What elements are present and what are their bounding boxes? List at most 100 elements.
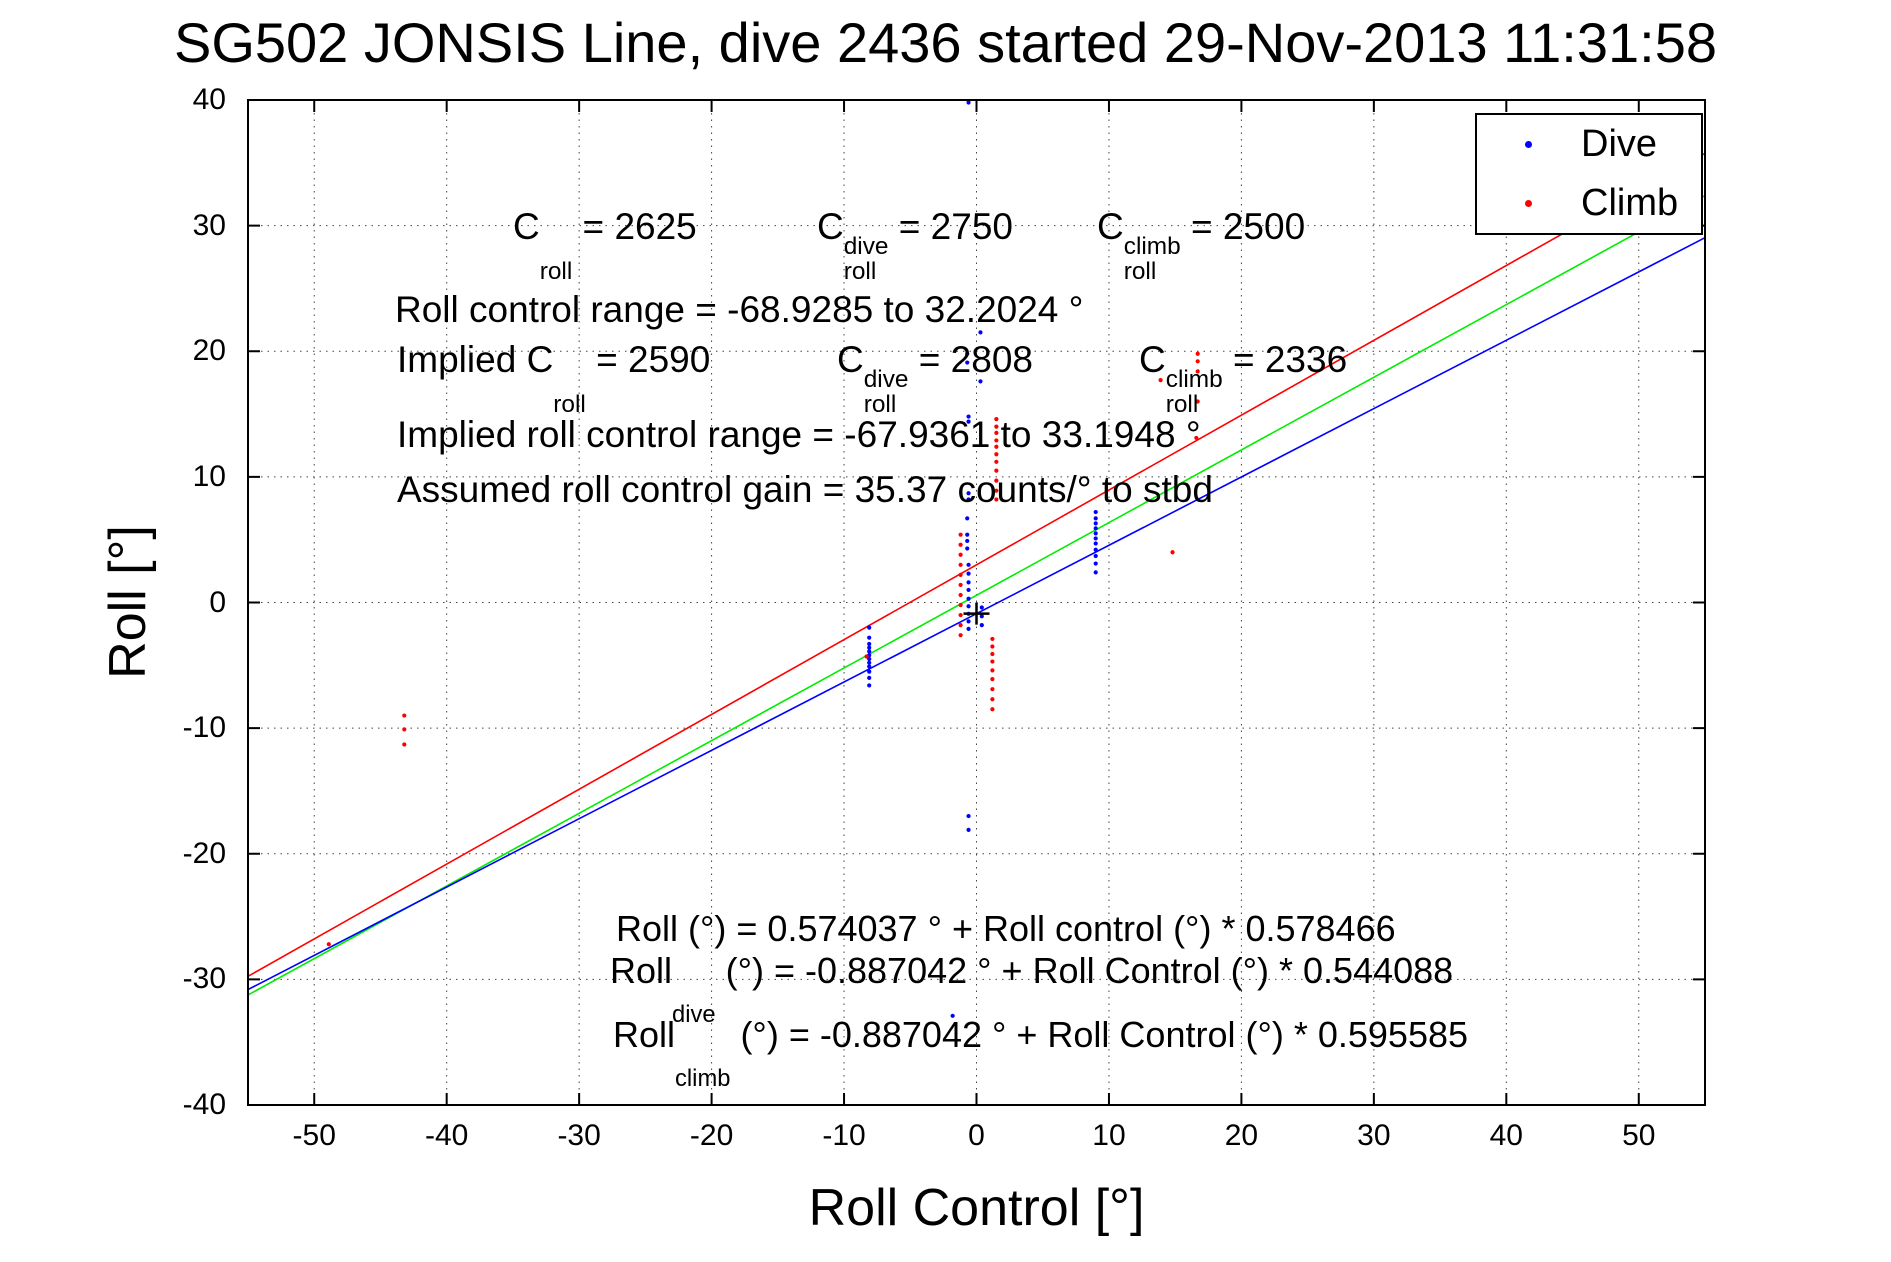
x-tick-label: 20 [1224, 1119, 1259, 1152]
data-point-climb [958, 582, 963, 588]
data-point-dive [966, 619, 971, 624]
data-point-dive [950, 1013, 955, 1018]
data-point-dive [1093, 570, 1098, 575]
legend: Dive Climb [1475, 113, 1703, 235]
data-point-climb [958, 572, 963, 577]
data-point-dive [966, 604, 971, 609]
data-point-climb [990, 707, 995, 712]
y-tick-label: 20 [192, 334, 226, 368]
x-axis-label: Roll Control [°] [808, 1179, 1145, 1237]
data-point-climb [990, 668, 995, 673]
data-point-dive [867, 625, 872, 630]
data-point-climb [994, 416, 999, 422]
data-point-dive [1093, 526, 1098, 531]
data-point-climb [402, 727, 407, 732]
data-point-climb [958, 633, 963, 638]
data-point-climb [994, 430, 999, 436]
data-point-dive [867, 649, 872, 654]
data-point-dive [867, 656, 872, 662]
data-point-dive [979, 614, 984, 619]
data-point-climb [994, 444, 999, 449]
y-tick-label: -30 [182, 962, 226, 996]
x-tick-label: 0 [968, 1119, 985, 1152]
data-point-climb [958, 602, 963, 608]
data-point-dive [1093, 521, 1098, 526]
data-point-climb [326, 942, 331, 947]
data-point-climb [958, 542, 963, 547]
data-point-climb [864, 654, 869, 659]
x-tick-label: -40 [424, 1119, 469, 1152]
data-point-climb [402, 742, 407, 747]
y-tick-label: 10 [192, 459, 226, 493]
plot-border [247, 99, 1706, 1106]
data-point-dive [965, 351, 970, 356]
data-point-climb [958, 532, 963, 537]
climb-marker-dot [1525, 200, 1532, 207]
data-point-dive [966, 596, 971, 601]
data-point-dive [966, 571, 971, 576]
data-point-dive [966, 580, 971, 585]
y-tick-label: 0 [209, 585, 226, 619]
data-point-dive [966, 813, 971, 819]
x-tick-label: -50 [292, 1119, 336, 1152]
dive-marker-dot [1525, 141, 1532, 148]
data-point-dive [965, 546, 970, 551]
data-point-climb [990, 644, 995, 649]
data-point-climb [958, 552, 963, 557]
x-tick-label: 30 [1357, 1119, 1391, 1152]
data-point-dive [965, 360, 970, 365]
legend-label-dive: Dive [1581, 123, 1658, 165]
data-point-dive [966, 626, 971, 631]
data-point-climb [1195, 351, 1200, 356]
data-point-climb [994, 424, 999, 429]
y-tick-label: -20 [182, 836, 226, 870]
data-point-climb [402, 713, 407, 718]
data-point-dive [867, 645, 872, 650]
data-point-climb [958, 592, 963, 598]
data-point-climb [994, 468, 999, 473]
data-point-dive [867, 660, 872, 665]
data-point-dive [965, 532, 970, 537]
data-point-climb [994, 452, 999, 457]
x-tick-label: -10 [822, 1119, 866, 1152]
data-point-climb [990, 677, 995, 682]
chart-annotation: Roll dive (°) = -0.887042 ° + Roll Contr… [610, 950, 1454, 1028]
data-point-dive [867, 675, 872, 680]
data-point-dive [1093, 536, 1098, 541]
x-tick-label: -20 [689, 1119, 734, 1152]
chart-annotation: Implied C roll = 2590 [397, 339, 711, 419]
data-point-dive [966, 497, 971, 502]
y-tick-label: -40 [182, 1088, 226, 1121]
data-point-dive [867, 664, 872, 669]
chart-annotation: Roll (°) = 0.574037 ° + Roll control (°)… [616, 908, 1396, 949]
chart-annotation: Implied roll control range = -67.9361 to… [397, 414, 1201, 455]
x-tick-label: 10 [1092, 1119, 1126, 1152]
legend-entry-dive: Dive [1477, 115, 1701, 174]
data-point-dive [966, 827, 971, 832]
data-point-dive [965, 516, 970, 521]
y-tick-label: -10 [182, 711, 226, 745]
data-point-dive [1093, 553, 1098, 559]
data-point-climb [994, 478, 999, 483]
data-point-climb [990, 697, 995, 702]
data-point-dive [966, 414, 971, 419]
data-point-climb [1195, 369, 1200, 374]
data-point-climb [1158, 378, 1163, 383]
data-point-dive [867, 683, 872, 688]
fit-line-climb-fit [247, 152, 1706, 978]
data-point-dive [1093, 516, 1098, 521]
data-point-dive [979, 605, 984, 610]
data-point-dive [1093, 541, 1098, 546]
chart-annotation: Roll control range = -68.9285 to 32.2024… [395, 289, 1084, 330]
x-tick-label: 50 [1622, 1119, 1656, 1152]
data-point-dive [979, 623, 984, 628]
data-point-climb [958, 612, 963, 618]
data-point-dive [966, 587, 971, 593]
y-tick-label: 30 [192, 208, 226, 242]
data-point-dive [978, 330, 983, 335]
data-point-climb [994, 438, 999, 443]
data-point-climb [1195, 399, 1200, 404]
data-point-climb [958, 623, 963, 628]
y-tick-label: 40 [192, 83, 226, 116]
